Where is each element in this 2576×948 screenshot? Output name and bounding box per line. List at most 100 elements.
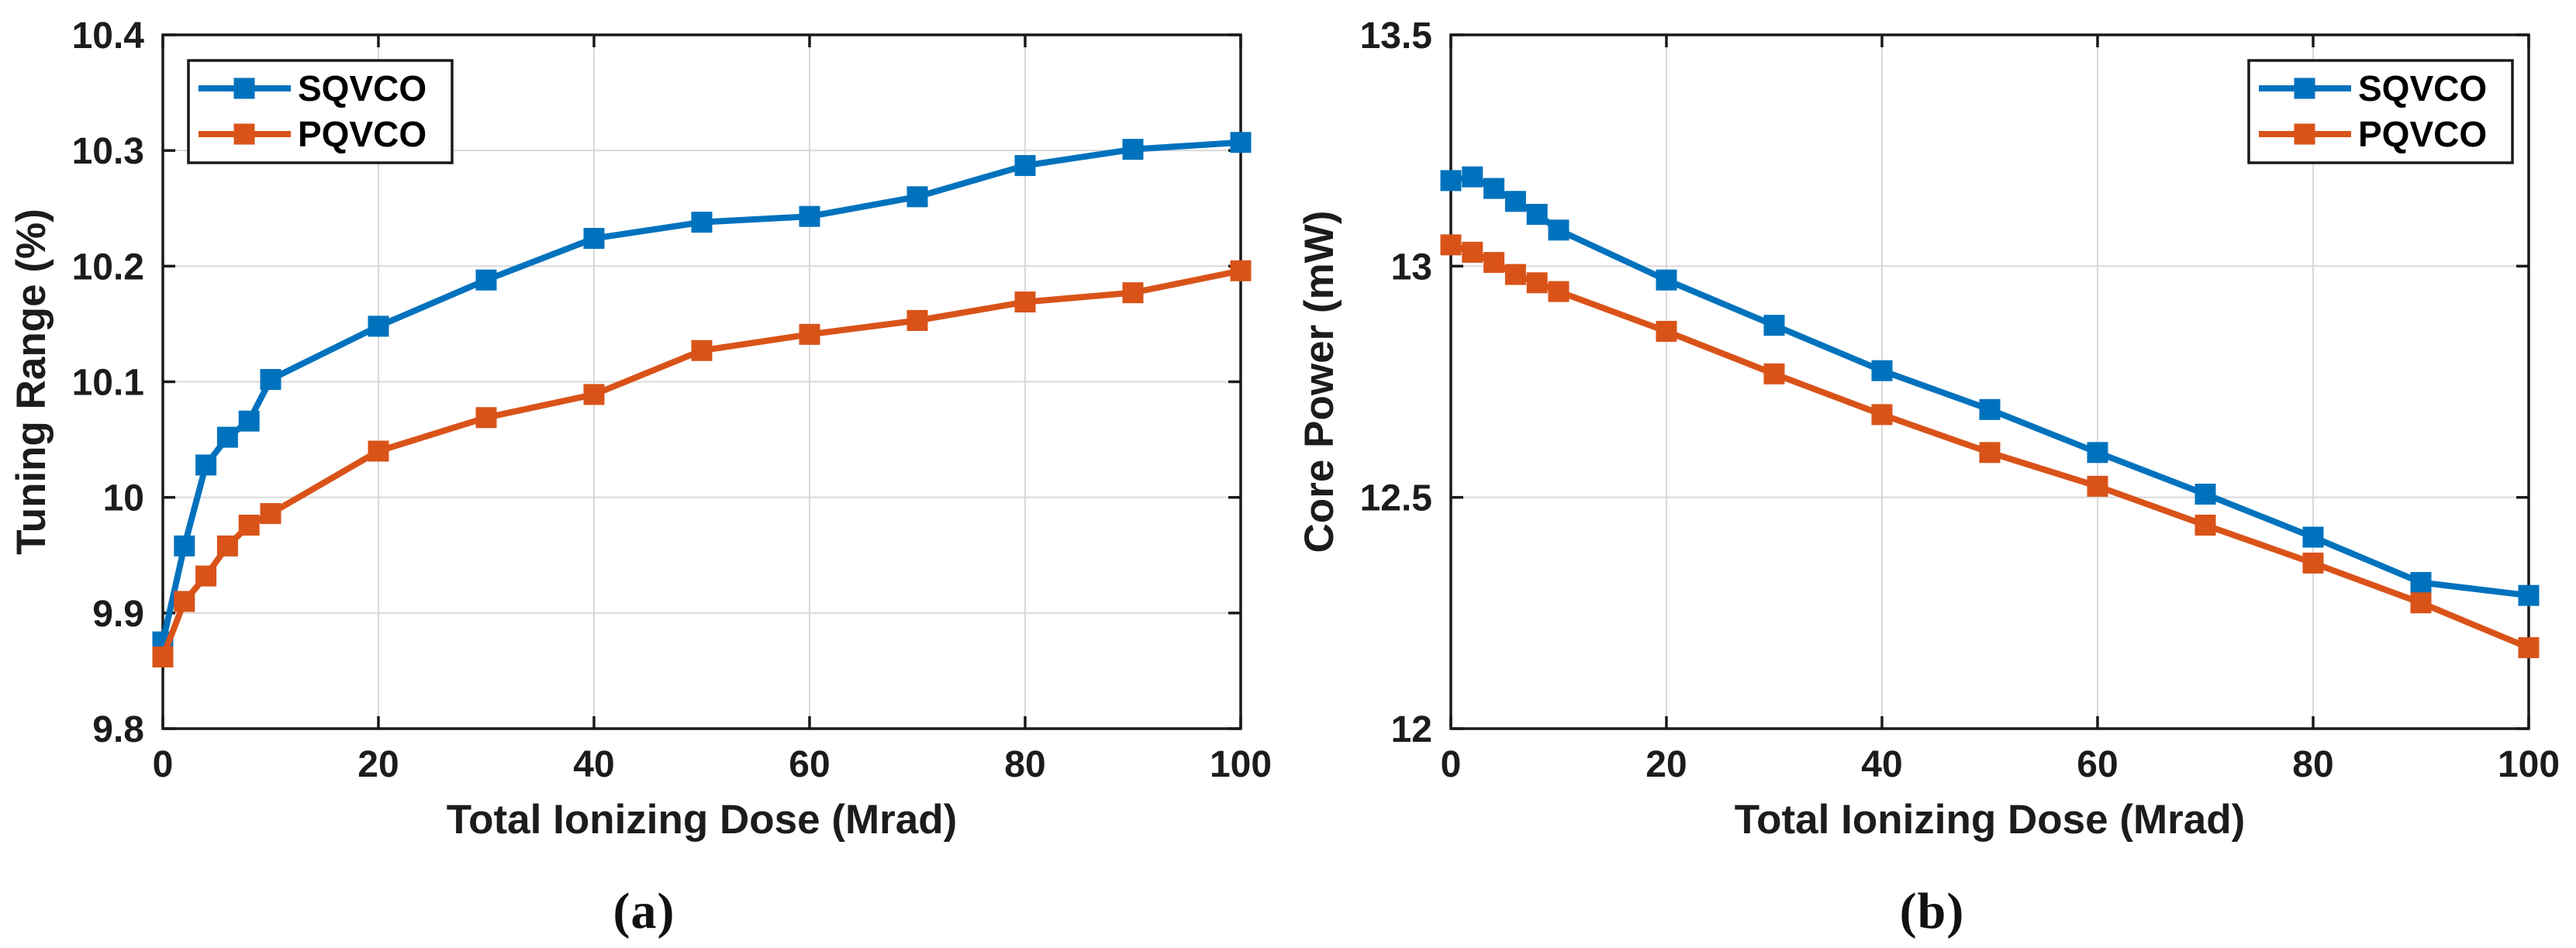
legend-item-sqvco: SQVCO <box>199 68 426 109</box>
y-axis-label: Core Power (mW) <box>1297 211 1342 553</box>
series-sqvco-marker <box>1656 269 1677 291</box>
series-sqvco-marker <box>1526 204 1548 226</box>
legend-box <box>187 59 454 164</box>
series-sqvco-marker <box>475 269 497 291</box>
plot-box <box>1449 33 2530 730</box>
x-tick-label: 20 <box>357 744 399 785</box>
x-tick-label: 40 <box>1861 744 1902 785</box>
chart-a-canvas: 0 20 40 60 80 100 9.8 9.9 10 10.1 10.2 10.3 10.4 Tota… <box>9 16 1272 843</box>
series-pqvco-marker <box>2194 514 2216 536</box>
y-tick-label: 9.9 <box>92 594 144 635</box>
legend-item-pqvco: PQVCO <box>2259 114 2487 154</box>
series-pqvco-marker <box>1871 404 1893 426</box>
legend-sample-marker <box>233 78 255 99</box>
chart-b-panel: 0 20 40 60 80 100 12 12.5 13 13.5 Total Ionizing D… <box>1288 0 2576 948</box>
series-sqvco-marker <box>195 454 217 476</box>
series-sqvco-marker <box>1122 139 1144 160</box>
legend-sample-marker <box>233 123 255 145</box>
series-pqvco-marker <box>475 407 497 429</box>
legend-label: PQVCO <box>298 114 426 154</box>
y-tick-label: 10 <box>103 478 144 519</box>
chart-b-caption: (b) <box>1899 883 1965 939</box>
x-axis-label: Total Ionizing Dose (Mrad) <box>447 797 958 843</box>
x-tick-label: 60 <box>2077 744 2118 785</box>
x-tick-label: 0 <box>153 744 174 785</box>
series-pqvco-marker <box>260 503 281 525</box>
chart-b-canvas: 0 20 40 60 80 100 12 12.5 13 13.5 Total Ionizing D… <box>1297 16 2560 843</box>
series-sqvco-marker <box>1230 132 1252 153</box>
series-pqvco-marker <box>1763 363 1785 384</box>
series-pqvco-marker <box>906 309 928 331</box>
series-pqvco-marker <box>1483 252 1505 274</box>
series-sqvco-marker <box>1483 178 1505 199</box>
series-sqvco-marker <box>906 186 928 208</box>
x-tick-label: 0 <box>1441 744 1462 785</box>
series-pqvco-marker <box>1548 281 1569 302</box>
legend-sample-marker <box>2294 78 2315 99</box>
series-sqvco-marker <box>2518 584 2540 606</box>
y-tick-label: 10.3 <box>72 131 144 172</box>
series-sqvco-marker <box>216 426 238 448</box>
series-sqvco-marker <box>1462 166 1483 188</box>
series-sqvco-marker <box>1763 315 1785 336</box>
series-pqvco-marker <box>1230 260 1252 281</box>
series-sqvco-marker <box>2302 526 2324 548</box>
legend: SQVCO PQVCO <box>2247 59 2514 164</box>
legend-label: SQVCO <box>298 68 426 109</box>
series-pqvco-marker <box>2302 552 2324 574</box>
chart-a-panel: 0 20 40 60 80 100 9.8 9.9 10 10.1 10.2 10.3 10.4 Tota… <box>9 16 1272 939</box>
series-pqvco-marker <box>2410 592 2432 614</box>
series-sqvco-marker <box>238 410 260 432</box>
series-pqvco-marker <box>1656 320 1677 342</box>
series-pqvco-marker <box>691 340 713 361</box>
x-tick-label: 80 <box>1004 744 1045 785</box>
series-sqvco-marker <box>1504 191 1526 212</box>
series-pqvco-marker <box>174 591 195 612</box>
series-pqvco-marker <box>1526 272 1548 294</box>
series-pqvco-marker <box>1504 264 1526 285</box>
series-sqvco-marker <box>2410 571 2432 593</box>
y-tick-label: 10.4 <box>72 16 145 57</box>
series-sqvco-marker <box>2087 442 2108 464</box>
series-sqvco-marker <box>1440 170 1462 191</box>
y-tick-label: 9.8 <box>92 709 144 750</box>
x-axis-label: Total Ionizing Dose (Mrad) <box>1735 797 2246 843</box>
series-pqvco-marker <box>216 535 238 557</box>
series-sqvco-marker <box>583 228 605 250</box>
series-pqvco-marker <box>799 323 820 345</box>
legend-sample-marker <box>2294 123 2315 145</box>
series-sqvco-marker <box>799 205 820 227</box>
series-pqvco-marker <box>1122 282 1144 304</box>
series-pqvco-marker <box>238 514 260 536</box>
series-sqvco-line <box>1450 174 2529 599</box>
series-pqvco-marker <box>1979 442 2001 464</box>
series-pqvco-marker <box>195 565 217 587</box>
series-sqvco-marker <box>174 535 195 557</box>
y-tick-label: 12 <box>1391 709 1432 750</box>
series-pqvco-marker <box>1014 291 1036 313</box>
series-pqvco-marker <box>368 440 389 462</box>
series-pqvco-marker <box>2518 637 2540 659</box>
x-tick-label: 40 <box>573 744 614 785</box>
y-tick-label: 12.5 <box>1360 478 1432 519</box>
chart-a-caption: (a) <box>613 883 675 939</box>
x-tick-label: 80 <box>2292 744 2333 785</box>
series-sqvco-marker <box>1014 155 1036 177</box>
series-pqvco-marker <box>1440 234 1462 256</box>
y-tick-label: 13 <box>1391 246 1432 288</box>
series-pqvco-marker <box>1462 241 1483 263</box>
series-sqvco-marker <box>691 212 713 233</box>
series-pqvco-line <box>160 267 1241 658</box>
series-sqvco-marker <box>260 369 281 391</box>
series-pqvco-marker <box>583 384 605 405</box>
series-pqvco-marker <box>152 646 174 668</box>
y-axis-label: Tuning Range (%) <box>9 209 54 555</box>
x-tick-label: 100 <box>1210 744 1272 785</box>
legend: SQVCO PQVCO <box>187 59 454 164</box>
series-sqvco-marker <box>1548 219 1569 241</box>
series-sqvco-marker <box>2194 483 2216 505</box>
legend-box <box>2247 59 2514 164</box>
y-tick-label: 10.2 <box>72 246 144 288</box>
x-tick-label: 20 <box>1645 744 1687 785</box>
